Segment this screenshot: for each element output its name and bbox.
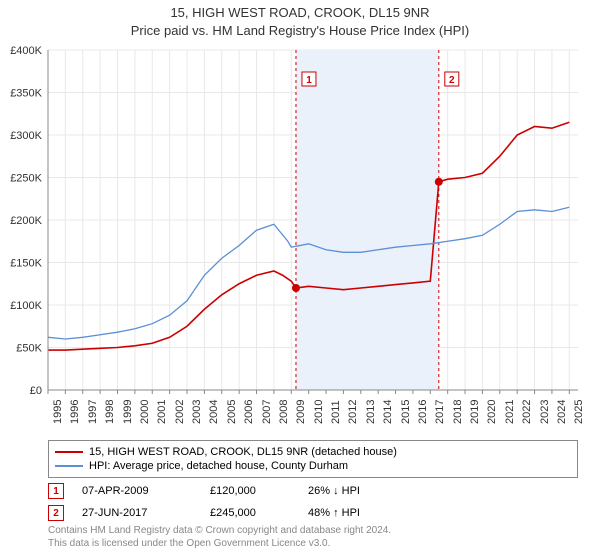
x-tick-label: 2017	[434, 400, 446, 424]
svg-text:£200K: £200K	[10, 215, 42, 227]
sale-price: £120,000	[210, 485, 290, 497]
svg-text:£250K: £250K	[10, 173, 42, 185]
sale-row: 2 27-JUN-2017 £245,000 48% ↑ HPI	[48, 502, 578, 524]
x-tick-label: 1997	[87, 400, 99, 424]
chart-svg: 12 £0£50K£100K£150K£200K£250K£300K£350K£…	[48, 50, 578, 390]
x-tick-label: 2015	[400, 400, 412, 424]
x-tick-label: 2007	[261, 400, 273, 424]
x-tick-label: 2024	[556, 400, 568, 424]
sale-pct: 26% ↓ HPI	[308, 485, 398, 497]
sale-row: 1 07-APR-2009 £120,000 26% ↓ HPI	[48, 480, 578, 502]
x-tick-label: 2012	[347, 400, 359, 424]
x-tick-label: 2019	[469, 400, 481, 424]
x-tick-label: 2000	[139, 400, 151, 424]
x-tick-label: 2023	[539, 400, 551, 424]
sales-table: 1 07-APR-2009 £120,000 26% ↓ HPI 2 27-JUN-201…	[48, 480, 578, 524]
x-tick-label: 2005	[226, 400, 238, 424]
x-tick-label: 2018	[452, 400, 464, 424]
sale-marker: 2	[48, 505, 64, 521]
legend-swatch	[55, 451, 83, 453]
x-tick-label: 2011	[330, 400, 342, 424]
svg-text:£100K: £100K	[10, 300, 42, 312]
x-tick-label: 2002	[174, 400, 186, 424]
x-tick-label: 2010	[313, 400, 325, 424]
x-tick-label: 2022	[521, 400, 533, 424]
title-block: 15, HIGH WEST ROAD, CROOK, DL15 9NR Pric…	[0, 0, 600, 40]
legend-label: HPI: Average price, detached house, Coun…	[89, 460, 348, 472]
x-tick-label: 2021	[504, 400, 516, 424]
svg-text:£50K: £50K	[16, 343, 42, 355]
chart-container: 15, HIGH WEST ROAD, CROOK, DL15 9NR Pric…	[0, 0, 600, 560]
x-tick-label: 2014	[382, 400, 394, 424]
x-tick-label: 1996	[69, 400, 81, 424]
x-tick-label: 2013	[365, 400, 377, 424]
footnote-line2: This data is licensed under the Open Gov…	[48, 537, 578, 550]
svg-text:£400K: £400K	[10, 45, 42, 57]
svg-text:1: 1	[306, 75, 312, 86]
x-tick-label: 2006	[243, 400, 255, 424]
sale-date: 27-JUN-2017	[82, 507, 192, 519]
legend-label: 15, HIGH WEST ROAD, CROOK, DL15 9NR (det…	[89, 446, 397, 458]
svg-text:£350K: £350K	[10, 88, 42, 100]
sale-pct: 48% ↑ HPI	[308, 507, 398, 519]
x-tick-label: 2003	[191, 400, 203, 424]
svg-text:£150K: £150K	[10, 258, 42, 270]
x-tick-label: 2008	[278, 400, 290, 424]
x-tick-label: 2004	[208, 400, 220, 424]
sale-date: 07-APR-2009	[82, 485, 192, 497]
x-tick-label: 2020	[486, 400, 498, 424]
legend-row: HPI: Average price, detached house, Coun…	[55, 459, 571, 473]
legend: 15, HIGH WEST ROAD, CROOK, DL15 9NR (det…	[48, 440, 578, 478]
sale-marker: 1	[48, 483, 64, 499]
sale-price: £245,000	[210, 507, 290, 519]
x-axis-labels: 1995 1996 1997 1998 1999 2000 2001 2002 2003 2004…	[44, 394, 582, 434]
legend-row: 15, HIGH WEST ROAD, CROOK, DL15 9NR (det…	[55, 445, 571, 459]
x-tick-label: 2001	[156, 400, 168, 424]
x-tick-label: 2025	[573, 400, 585, 424]
x-tick-label: 1999	[122, 400, 134, 424]
legend-swatch	[55, 465, 83, 467]
title-subtitle: Price paid vs. HM Land Registry's House …	[0, 22, 600, 40]
footnote: Contains HM Land Registry data © Crown c…	[48, 524, 578, 550]
x-tick-label: 1995	[52, 400, 64, 424]
footnote-line1: Contains HM Land Registry data © Crown c…	[48, 524, 578, 537]
x-tick-label: 2009	[295, 400, 307, 424]
svg-text:£300K: £300K	[10, 130, 42, 142]
x-tick-label: 2016	[417, 400, 429, 424]
title-address: 15, HIGH WEST ROAD, CROOK, DL15 9NR	[0, 4, 600, 22]
svg-text:£0: £0	[30, 385, 42, 397]
x-tick-label: 1998	[104, 400, 116, 424]
svg-text:2: 2	[449, 75, 455, 86]
